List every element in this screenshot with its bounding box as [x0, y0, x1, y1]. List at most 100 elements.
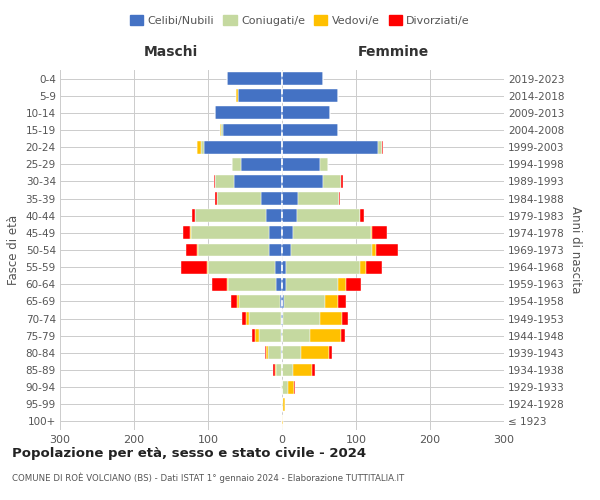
Bar [214, 175, 215, 188]
Bar [259, 330, 281, 342]
Bar [371, 226, 372, 239]
Bar [325, 295, 338, 308]
Bar [192, 210, 196, 222]
Bar [294, 380, 295, 394]
Bar [283, 398, 285, 410]
Bar [282, 210, 297, 222]
Bar [206, 260, 208, 274]
Bar [215, 106, 282, 120]
Bar [293, 364, 311, 376]
Bar [311, 364, 316, 376]
Bar [281, 346, 282, 360]
Bar [246, 312, 250, 325]
Bar [183, 226, 190, 239]
Bar [282, 124, 337, 136]
Bar [280, 295, 282, 308]
Bar [181, 260, 206, 274]
Bar [281, 312, 282, 325]
Bar [275, 364, 276, 376]
Bar [265, 346, 266, 360]
Bar [251, 330, 256, 342]
Bar [276, 278, 282, 290]
Bar [282, 260, 286, 274]
Bar [282, 244, 291, 256]
Bar [282, 140, 378, 153]
Bar [221, 124, 223, 136]
Bar [282, 226, 293, 239]
Bar [301, 346, 329, 360]
Bar [329, 346, 332, 360]
Bar [223, 124, 282, 136]
Bar [282, 158, 320, 170]
Bar [273, 364, 275, 376]
Bar [196, 210, 266, 222]
Bar [284, 295, 325, 308]
Bar [275, 260, 282, 274]
Text: Femmine: Femmine [358, 45, 428, 59]
Bar [376, 244, 398, 256]
Bar [291, 244, 372, 256]
Bar [200, 140, 204, 153]
Bar [276, 364, 282, 376]
Bar [268, 346, 281, 360]
Bar [236, 90, 238, 102]
Bar [282, 90, 337, 102]
Bar [282, 380, 288, 394]
Bar [337, 278, 346, 290]
Bar [378, 140, 382, 153]
Bar [269, 244, 282, 256]
Text: Maschi: Maschi [144, 45, 198, 59]
Y-axis label: Anni di nascita: Anni di nascita [569, 206, 581, 294]
Bar [286, 278, 337, 290]
Bar [250, 312, 281, 325]
Bar [288, 380, 294, 394]
Legend: Celibi/Nubili, Coniugati/e, Vedovi/e, Divorziati/e: Celibi/Nubili, Coniugati/e, Vedovi/e, Di… [125, 10, 475, 30]
Text: COMUNE DI ROÈ VOLCIANO (BS) - Dati ISTAT 1° gennaio 2024 - Elaborazione TUTTITAL: COMUNE DI ROÈ VOLCIANO (BS) - Dati ISTAT… [12, 472, 404, 483]
Bar [365, 260, 382, 274]
Bar [320, 312, 342, 325]
Bar [212, 278, 227, 290]
Bar [208, 260, 275, 274]
Bar [238, 90, 282, 102]
Bar [282, 415, 283, 428]
Bar [342, 312, 348, 325]
Bar [286, 260, 360, 274]
Bar [204, 140, 282, 153]
Bar [281, 380, 282, 394]
Bar [197, 140, 200, 153]
Bar [346, 278, 361, 290]
Bar [372, 244, 376, 256]
Bar [382, 140, 383, 153]
Bar [197, 244, 199, 256]
Bar [228, 278, 276, 290]
Bar [282, 346, 301, 360]
Bar [282, 175, 323, 188]
Bar [191, 226, 269, 239]
Bar [372, 226, 387, 239]
Bar [323, 175, 341, 188]
Bar [282, 106, 330, 120]
Bar [239, 295, 280, 308]
Bar [297, 210, 360, 222]
Bar [282, 364, 293, 376]
Bar [282, 330, 310, 342]
Text: Popolazione per età, sesso e stato civile - 2024: Popolazione per età, sesso e stato civil… [12, 448, 366, 460]
Bar [231, 295, 237, 308]
Bar [227, 278, 228, 290]
Bar [361, 210, 364, 222]
Bar [282, 192, 298, 205]
Bar [310, 330, 341, 342]
Bar [282, 72, 323, 85]
Bar [186, 244, 197, 256]
Bar [227, 72, 282, 85]
Bar [281, 330, 282, 342]
Bar [360, 210, 361, 222]
Bar [360, 260, 365, 274]
Bar [282, 295, 284, 308]
Bar [220, 124, 221, 136]
Bar [256, 330, 259, 342]
Bar [215, 192, 217, 205]
Bar [341, 330, 345, 342]
Bar [338, 295, 346, 308]
Bar [237, 295, 239, 308]
